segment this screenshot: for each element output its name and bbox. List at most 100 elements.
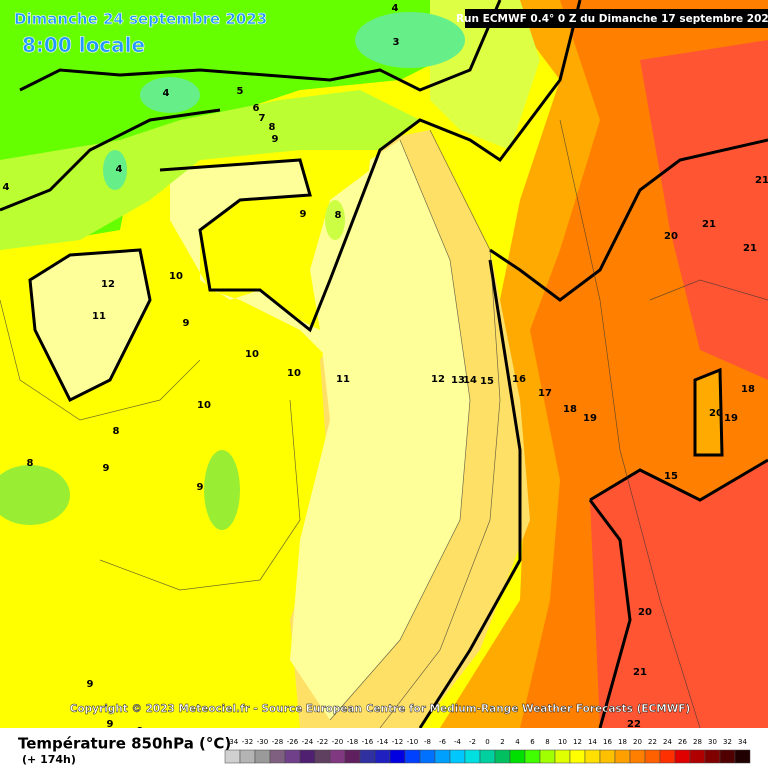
scale-label: -26 [287,738,299,746]
contour-label: 10 [245,349,259,360]
cool-pocket [325,200,345,240]
contour-label: 21 [755,175,768,186]
scale-swatch [434,749,451,764]
contour-label: 16 [512,374,526,385]
contour-label: 15 [664,471,678,482]
contour-label: 21 [633,667,647,678]
scale-swatch [524,749,541,764]
contour-label: 22 [627,719,641,730]
scale-swatch [464,749,481,764]
map-time: 8:00 locale [22,33,145,57]
scale-label: 12 [573,738,582,746]
contour-label: 4 [116,164,123,175]
warm-region [695,370,722,455]
contour-label: 9 [183,318,190,329]
scale-swatch [344,749,361,764]
cool-pocket [0,465,70,525]
contour-label: 9 [87,679,94,690]
scale-label: -8 [424,738,431,746]
scale-label: -20 [332,738,343,746]
scale-swatch [269,749,286,764]
contour-label: 10 [197,400,211,411]
scale-swatch [689,749,706,764]
scale-label: -2 [469,738,476,746]
scale-label: -18 [347,738,358,746]
scale-label: -12 [392,738,403,746]
scale-label: 34 [738,738,747,746]
scale-swatch [629,749,646,764]
scale-label: -4 [454,738,462,746]
scale-label: 18 [618,738,627,746]
scale-swatch [704,749,721,764]
scale-swatch [299,749,316,764]
contour-label: 20 [664,231,678,242]
contour-label: 6 [253,103,260,114]
contour-label: 12 [431,374,445,385]
legend-title: Température 850hPa (°C) [18,735,231,753]
scale-swatch [389,749,406,764]
scale-swatch [569,749,586,764]
contour-label: 11 [92,311,106,322]
contour-label: 8 [113,426,120,437]
scale-swatch [674,749,691,764]
map-date: Dimanche 24 septembre 2023 [14,10,267,28]
contour-label: 20 [638,607,652,618]
contour-label: 4 [3,182,10,193]
scale-swatch [554,749,571,764]
scale-swatch [719,749,736,764]
contour-label: 5 [237,86,244,97]
scale-label: -14 [377,738,389,746]
scale-swatch [449,749,466,764]
contour-label: 20 [709,408,723,419]
scale-label: -6 [439,738,447,746]
scale-label: 2 [500,738,504,746]
scale-label: -28 [272,738,283,746]
contour-label: 14 [463,375,477,386]
contour-label: 7 [259,113,266,124]
contour-label: 21 [702,219,716,230]
lead-time: (+ 174h) [22,753,76,766]
contour-label: 21 [743,243,757,254]
cool-pocket [204,450,240,530]
scale-swatch [374,749,391,764]
scale-swatch [239,749,256,764]
scale-swatch [539,749,556,764]
scale-label: 26 [678,738,687,746]
scale-swatch [614,749,631,764]
pale-region [290,140,470,720]
scale-label: -16 [362,738,374,746]
scale-swatch [584,749,601,764]
red-region [640,40,768,380]
contour-label: 9 [107,719,114,730]
scale-swatch [644,749,661,764]
scale-label: 16 [603,738,612,746]
scale-swatch [314,749,331,764]
scale-label: -34 [227,738,239,746]
contour-label: 3 [393,37,400,48]
scale-label: 14 [588,738,597,746]
cool-region [0,90,420,250]
cold-pocket [103,150,127,190]
bold-contours [0,0,768,729]
contour-label: 19 [583,413,597,424]
scale-swatch [599,749,616,764]
scale-swatch [479,749,496,764]
scale-label: 20 [633,738,642,746]
scale-label: -32 [242,738,253,746]
scale-label: 28 [693,738,702,746]
scale-swatch [494,749,511,764]
scale-label: -24 [302,738,314,746]
scale-swatch [404,749,421,764]
cold-pocket [140,77,200,113]
scale-swatch [734,749,751,764]
contour-label: 19 [724,413,738,424]
scale-swatch [284,749,301,764]
contour-label: 8 [27,458,34,469]
contour-label: 8 [335,210,342,221]
scale-label: 8 [545,738,549,746]
scale-swatch [329,749,346,764]
contour-label: 18 [741,384,755,395]
